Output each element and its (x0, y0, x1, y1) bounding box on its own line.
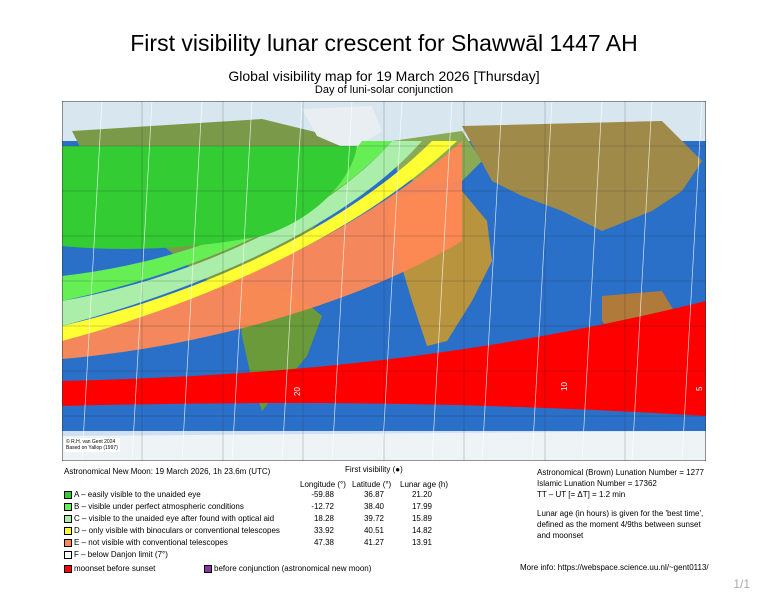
lunation-info: Astronomical (Brown) Lunation Number = 1… (537, 468, 704, 499)
legend-swatch-e (64, 538, 72, 547)
time-lines (81, 101, 703, 461)
col-longitude: Longitude (°) (300, 480, 346, 489)
col-latitude: Latitude (°) (352, 480, 392, 489)
zone-a (62, 146, 357, 249)
legend-swatch-a (64, 490, 72, 499)
value-lon-b: -12.72 (311, 502, 334, 511)
legend-d: D – only visible with binoculars or conv… (64, 526, 280, 536)
greenland (302, 106, 382, 151)
more-info-link[interactable]: More info: https://webspace.science.uu.n… (520, 563, 709, 572)
value-lat-a: 36.87 (363, 490, 384, 499)
page-number: 1/1 (733, 577, 750, 591)
map-subtitle-2: Day of luni-solar conjunction (314, 84, 454, 96)
zone-b (62, 141, 392, 301)
legend-swatch-c (64, 514, 72, 523)
visibility-map: 20 10 5 (62, 101, 706, 461)
legend-swatch-d (64, 526, 72, 535)
value-age-c: 15.89 (411, 514, 432, 523)
value-age-b: 17.99 (411, 502, 432, 511)
legend-b: B – visible under perfect atmospheric co… (64, 502, 244, 512)
legend-before-conjunction: before conjunction (astronomical new moo… (204, 564, 371, 574)
legend-moonset: moonset before sunset (64, 564, 155, 574)
legend-swatch-before (204, 564, 212, 573)
lunar-age-note: Lunar age (in hours) is given for the 'b… (537, 509, 704, 540)
value-age-d: 14.82 (411, 526, 432, 535)
value-lon-c: 18.28 (313, 514, 334, 523)
zone-c (62, 141, 422, 326)
legend-swatch-f (64, 550, 72, 559)
value-lat-e: 41.27 (363, 538, 384, 547)
col-lunar-age: Lunar age (h) (400, 480, 449, 489)
page-title: First visibility lunar crescent for Shaw… (130, 30, 638, 56)
map-label-10: 10 (560, 382, 569, 391)
legend-f: F – below Danjon limit (7°) (64, 550, 168, 560)
value-age-a: 21.20 (411, 490, 432, 499)
value-lat-b: 38.40 (363, 502, 384, 511)
map-subtitle: Global visibility map for 19 March 2026 … (228, 68, 540, 84)
value-lon-e: 47.38 (313, 538, 334, 547)
zone-e (62, 141, 462, 359)
value-age-e: 13.91 (411, 538, 432, 547)
value-lon-d: 33.92 (313, 526, 334, 535)
legend-swatch-moonset (64, 564, 72, 573)
legend-e: E – not visible with conventional telesc… (64, 538, 228, 548)
value-lat-d: 40.51 (363, 526, 384, 535)
map-credit: © R.H. van Gent 2024 Based on Yallop (19… (64, 438, 120, 452)
legend-swatch-b (64, 502, 72, 511)
new-moon-info: Astronomical New Moon: 19 March 2026, 1h… (64, 467, 271, 476)
legend-a: A – easily visible to the unaided eye (64, 490, 201, 500)
map-label-20: 20 (293, 387, 302, 396)
first-visibility-heading: First visibility (●) (345, 465, 403, 474)
asia (462, 121, 702, 231)
legend-c: C – visible to the unaided eye after fou… (64, 514, 274, 524)
value-lon-a: -59.88 (311, 490, 334, 499)
value-lat-c: 39.72 (363, 514, 384, 523)
map-label-5: 5 (695, 386, 704, 391)
zone-d (62, 141, 457, 341)
map-grid (62, 101, 706, 461)
